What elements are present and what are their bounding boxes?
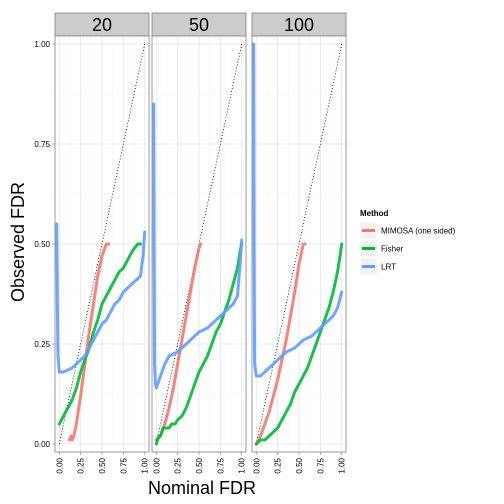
panels-group: 20 50 100 — [54, 12, 347, 453]
panel-50: 50 — [151, 12, 247, 453]
series-line-mimosa-one-sided — [254, 242, 307, 446]
x-tick-label: 0.75 — [216, 457, 225, 473]
panel-100: 100 — [251, 12, 347, 453]
facet-strip-label: 50 — [189, 15, 209, 35]
x-tick-label: 1.00 — [338, 457, 347, 473]
legend: Method MIMOSA (one sided) Fisher LRT — [359, 209, 456, 276]
identity-reference-line — [58, 43, 146, 445]
y-tick-label: 1.00 — [34, 40, 50, 49]
series-line-lrt — [152, 102, 244, 390]
x-axis: 0.00 0.25 0.50 0.75 1.00 0.00 0.25 0.50 0.75 1.00… — [55, 452, 347, 474]
x-tick-label: 0.50 — [98, 457, 107, 473]
identity-reference-line — [255, 43, 343, 445]
x-tick-label: 1.00 — [141, 457, 150, 473]
legend-label: Fisher — [381, 245, 404, 254]
x-tick-label: 0.00 — [152, 457, 161, 473]
y-tick-label: 0.75 — [34, 140, 50, 149]
y-axis-title: Observed FDR — [8, 182, 28, 302]
y-axis: 0.00 0.25 0.50 0.75 1.00 — [34, 40, 55, 449]
facet-strip-label: 20 — [92, 15, 112, 35]
x-tick-label: 0.75 — [316, 457, 325, 473]
x-axis-title: Nominal FDR — [148, 478, 256, 498]
x-tick-label: 0.25 — [174, 457, 183, 473]
y-tick-label: 0.25 — [34, 340, 50, 349]
panel-20: 20 — [54, 12, 150, 453]
y-tick-label: 0.50 — [34, 240, 50, 249]
x-tick-label: 0.50 — [195, 457, 204, 473]
series-line-lrt — [55, 222, 147, 374]
x-tick-label: 0.75 — [119, 457, 128, 473]
legend-title: Method — [360, 209, 389, 218]
x-tick-label: 0.25 — [77, 457, 86, 473]
identity-reference-line — [155, 43, 243, 445]
series-line-fisher — [254, 242, 344, 446]
x-tick-label: 1.00 — [238, 457, 247, 473]
y-tick-label: 0.00 — [34, 440, 50, 449]
x-tick-label: 0.00 — [55, 457, 64, 473]
x-tick-label: 0.00 — [252, 457, 261, 473]
series-line-lrt — [252, 42, 344, 378]
x-tick-label: 0.50 — [295, 457, 304, 473]
series-line-fisher — [154, 242, 244, 446]
x-tick-label: 0.25 — [274, 457, 283, 473]
legend-label: MIMOSA (one sided) — [381, 227, 456, 236]
facet-strip-label: 100 — [284, 15, 314, 35]
series-line-fisher — [57, 242, 142, 426]
legend-label: LRT — [381, 263, 396, 272]
